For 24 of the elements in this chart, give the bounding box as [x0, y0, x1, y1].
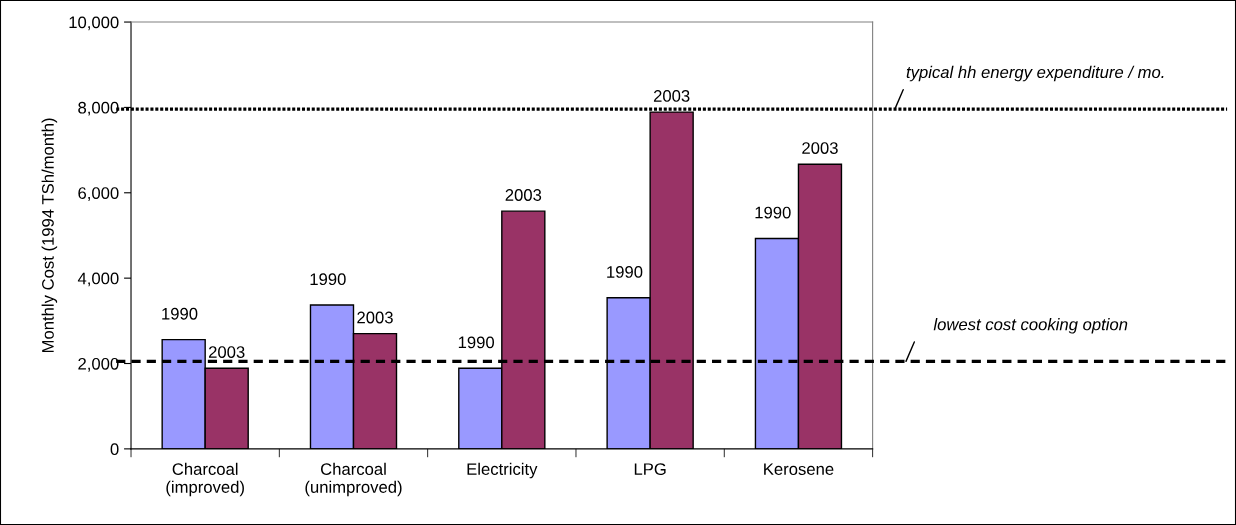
y-tick-label: 0: [110, 443, 119, 456]
ref-line-label: typical hh energy expenditure / mo.: [906, 65, 1164, 82]
text: 1990: [755, 206, 791, 219]
x-tick-label: Electricity: [467, 462, 538, 479]
text: 2003: [357, 311, 393, 324]
y-tick-label: 8,000: [78, 101, 119, 116]
x-tick-label: Charcoal (improved): [166, 462, 244, 497]
x-tick-label: Charcoal (unimproved): [305, 462, 402, 497]
series-label: 2003: [208, 346, 245, 358]
text: 2003: [505, 189, 542, 201]
series-label: 1990: [310, 273, 346, 286]
y-tick-label: 4,000: [77, 272, 119, 287]
text: 1990: [162, 307, 198, 320]
text: 1990: [458, 336, 495, 349]
text: 2003: [802, 142, 838, 154]
y-tick-label: 10,000: [69, 16, 119, 31]
x-tick-label: Kerosene: [764, 463, 834, 476]
y-tick-label: 2,000: [78, 357, 119, 372]
text: 1990: [607, 266, 643, 278]
ref-line-label: lowest cost cooking option: [933, 318, 1128, 334]
x-tick-label: LPG: [634, 463, 666, 476]
y-axis-title: Monthly Cost (1994 TSh/month): [41, 118, 58, 353]
text: 2003: [653, 90, 690, 102]
y-tick-label: 6,000: [78, 187, 119, 201]
